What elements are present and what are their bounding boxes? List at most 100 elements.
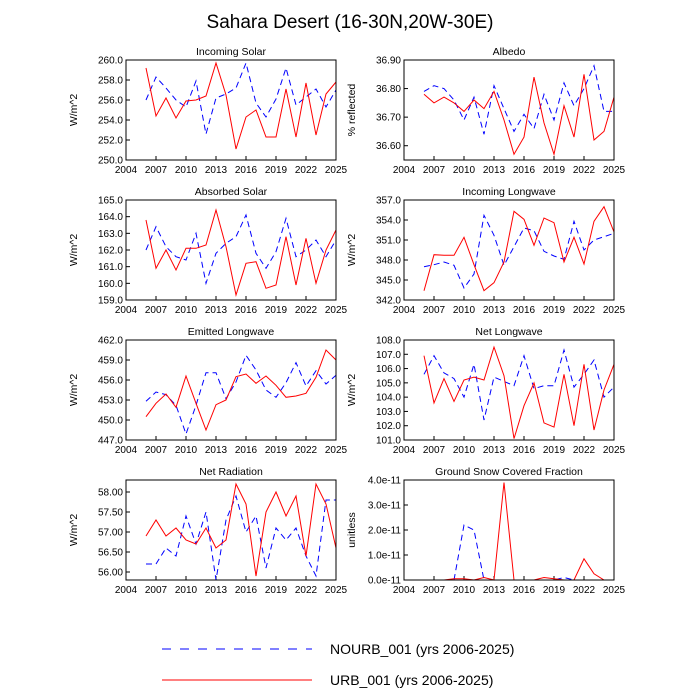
x-tick-label: 2004: [115, 305, 138, 316]
x-tick-label: 2022: [295, 445, 318, 456]
x-tick-label: 2022: [573, 305, 596, 316]
y-tick-label: 107.0: [376, 350, 401, 361]
x-tick-label: 2007: [423, 585, 446, 596]
x-tick-label: 2013: [205, 445, 228, 456]
x-tick-label: 2010: [453, 305, 476, 316]
x-tick-label: 2004: [115, 585, 138, 596]
y-tick-label: 106.0: [376, 364, 401, 375]
x-tick-label: 2016: [235, 305, 258, 316]
panel-6: Net Radiation W/m^2 2004 2007 2010 2013 2016 20…: [68, 466, 348, 596]
y-tick-label: 164.0: [98, 212, 123, 223]
y-tick-label: 345.0: [376, 276, 401, 287]
x-tick-label: 2016: [235, 445, 258, 456]
y-tick-label: 36.70: [376, 113, 401, 124]
series-line-nourb_001: [423, 64, 614, 135]
plot-frame: [125, 59, 337, 161]
x-tick-label: 2025: [325, 165, 348, 176]
x-tick-label: 2007: [423, 305, 446, 316]
y-tick-label: 108.0: [376, 336, 401, 347]
x-tick-label: 2025: [325, 445, 348, 456]
x-tick-label: 2022: [295, 305, 318, 316]
series-line-nourb_001: [146, 494, 336, 581]
series-line-nourb_001: [145, 213, 337, 286]
y-tick-label: 258.0: [98, 76, 123, 87]
panel-title: Incoming Solar: [196, 46, 267, 58]
y-tick-label: 351.0: [376, 236, 401, 247]
panel-title: Emitted Longwave: [188, 326, 275, 338]
x-tick-label: 2013: [483, 305, 506, 316]
y-tick-label: 160.0: [98, 279, 123, 290]
y-tick-label: 256.0: [98, 96, 123, 107]
x-tick-label: 2004: [393, 585, 416, 596]
series-line-urb_001: [423, 205, 615, 292]
x-tick-label: 2022: [573, 585, 596, 596]
x-tick-label: 2007: [423, 445, 446, 456]
x-tick-label: 2025: [603, 305, 626, 316]
series-line-nourb_001: [423, 213, 615, 290]
y-tick-label: 57.50: [98, 508, 123, 519]
series-line-urb_001: [424, 482, 614, 581]
y-tick-label: 348.0: [376, 256, 401, 267]
y-tick-label: 450.0: [98, 416, 123, 427]
y-tick-label: 165.0: [98, 196, 123, 207]
y-tick-label: 102.0: [376, 421, 401, 432]
x-tick-label: 2013: [483, 165, 506, 176]
y-tick-label: 159.0: [98, 296, 123, 307]
figure-title: Sahara Desert (16-30N,20W-30E): [207, 12, 494, 33]
y-tick-label: 462.0: [98, 336, 123, 347]
y-axis-label: W/m^2: [346, 374, 358, 407]
legend-label-urb: URB_001 (yrs 2006-2025): [330, 672, 493, 688]
x-tick-label: 2025: [325, 305, 348, 316]
series-line-urb_001: [423, 74, 615, 157]
panel-title: Net Radiation: [199, 466, 263, 478]
x-tick-label: 2010: [175, 165, 198, 176]
panel-2: Absorbed Solar W/m^2 2004 2007 2010 2013 2016 2…: [68, 186, 348, 316]
y-tick-label: 36.90: [376, 56, 401, 67]
y-tick-label: 163.0: [98, 229, 123, 240]
x-tick-label: 2019: [543, 585, 566, 596]
x-tick-label: 2004: [393, 165, 416, 176]
legend: NOURB_001 (yrs 2006-2025) URB_001 (yrs 2…: [162, 641, 514, 688]
panel-title: Absorbed Solar: [195, 186, 268, 198]
x-tick-label: 2007: [423, 165, 446, 176]
panel-0: Incoming Solar W/m^2 2004 2007 2010 2013 2016 2…: [68, 46, 348, 176]
x-tick-label: 2010: [453, 585, 476, 596]
panel-title: Net Longwave: [475, 326, 542, 338]
y-tick-label: 57.00: [98, 528, 123, 539]
y-tick-label: 58.00: [98, 488, 123, 499]
x-tick-label: 2022: [295, 585, 318, 596]
x-tick-label: 2025: [603, 445, 626, 456]
plot-frame: [403, 199, 615, 301]
x-tick-label: 2016: [513, 305, 536, 316]
plot-frame: [125, 199, 337, 301]
y-tick-label: 254.0: [98, 116, 123, 127]
x-tick-label: 2013: [483, 445, 506, 456]
x-tick-label: 2019: [543, 305, 566, 316]
y-axis-label: % reflected: [346, 84, 358, 137]
x-tick-label: 2019: [265, 305, 288, 316]
panel-7: Ground Snow Covered Fraction unitless 2004…: [346, 466, 626, 596]
x-tick-label: 2025: [325, 585, 348, 596]
y-tick-label: 260.0: [98, 56, 123, 67]
x-tick-label: 2019: [265, 445, 288, 456]
plot-frame: [403, 59, 615, 161]
y-tick-label: 103.0: [376, 407, 401, 418]
plot-frame: [125, 479, 337, 581]
x-tick-label: 2022: [573, 445, 596, 456]
y-tick-label: 36.60: [376, 141, 401, 152]
y-tick-label: 250.0: [98, 156, 123, 167]
x-tick-label: 2007: [145, 445, 168, 456]
y-tick-label: 357.0: [376, 196, 401, 207]
panel-4: Emitted Longwave W/m^2 2004 2007 2010 2013 201…: [68, 326, 348, 456]
series-line-nourb_001: [145, 354, 337, 436]
y-tick-label: 252.0: [98, 136, 123, 147]
panel-1: Albedo % reflected 2004 2007 2010 2013 2016 201…: [346, 46, 626, 176]
x-tick-label: 2013: [205, 305, 228, 316]
series-line-nourb_001: [145, 61, 337, 135]
panel-grid: Incoming Solar W/m^2 2004 2007 2010 2013 2016 2…: [68, 46, 626, 596]
x-tick-label: 2004: [393, 305, 416, 316]
x-tick-label: 2007: [145, 585, 168, 596]
y-tick-label: 56.50: [98, 548, 123, 559]
y-axis-label: W/m^2: [346, 234, 358, 267]
